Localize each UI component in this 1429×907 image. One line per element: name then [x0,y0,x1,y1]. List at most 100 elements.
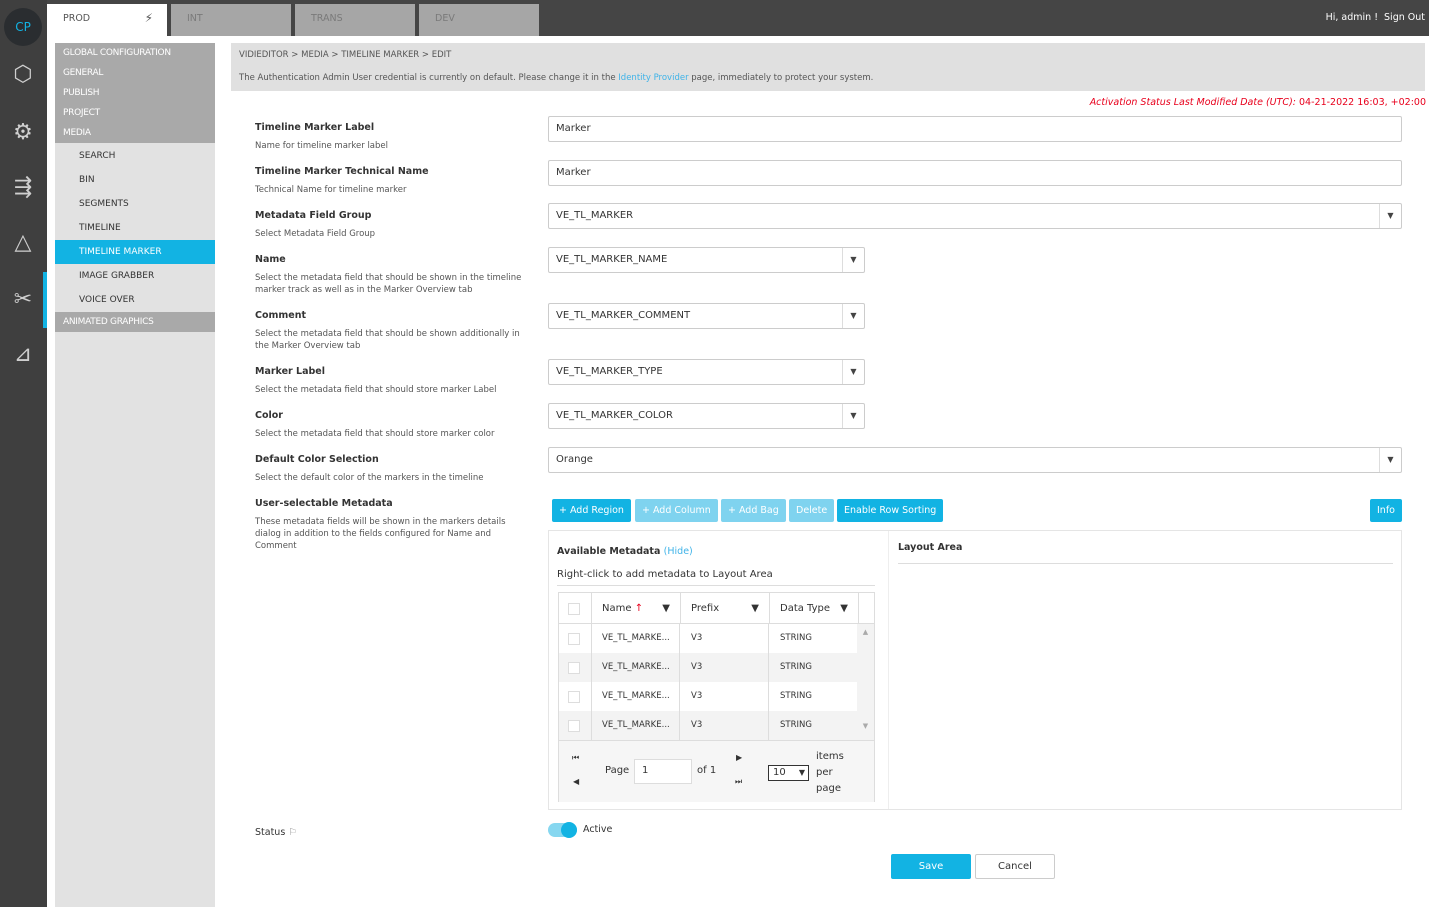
nav-global-configuration[interactable]: GLOBAL CONFIGURATION [55,43,215,63]
add-column-button[interactable]: + Add Column [635,499,718,522]
tab-dev[interactable]: DEV [419,4,539,36]
chevron-down-icon: ▼ [842,248,864,272]
nav-publish[interactable]: PUBLISH [55,83,215,103]
row-checkbox[interactable] [568,633,580,645]
info-button[interactable]: Info [1370,499,1402,522]
network-icon[interactable]: ⚙ [13,120,33,145]
marker-label-input[interactable]: Marker [548,116,1402,142]
comment-select[interactable]: VE_TL_MARKER_COMMENT ▼ [548,303,865,329]
enable-row-sorting-button[interactable]: Enable Row Sorting [837,499,944,522]
hint-text: Right-click to add metadata to Layout Ar… [557,569,875,586]
identity-provider-link[interactable]: Identity Provider [618,73,689,83]
page-input[interactable]: 1 [634,759,692,784]
row-checkbox[interactable] [568,720,580,732]
first-page-icon[interactable]: ⏮ [572,753,580,762]
column-header-name[interactable]: Name ↑ ▼ [592,593,681,624]
next-page-icon[interactable]: ▶ [736,753,743,762]
select-value: VE_TL_MARKER [556,210,634,221]
default-color-select[interactable]: Orange ▼ [548,447,1402,473]
nav-segments[interactable]: SEGMENTS [79,199,129,209]
column-header-prefix[interactable]: Prefix ▼ [681,593,770,624]
cycle-icon[interactable]: △ [14,230,32,255]
filter-icon[interactable]: ▼ [662,603,670,614]
row-checkbox[interactable] [568,691,580,703]
save-button[interactable]: Save [891,854,971,879]
cell-name: VE_TL_MARKE... [602,691,670,701]
app-logo[interactable]: CP [4,8,42,46]
cell-data-type: STRING [780,633,812,643]
nav-image-grabber[interactable]: IMAGE GRABBER [79,271,155,281]
cell-prefix: V3 [691,633,703,643]
select-all-checkbox[interactable] [568,603,580,615]
nav-timeline[interactable]: TIMELINE [79,223,121,233]
field-desc: Technical Name for timeline marker [255,185,407,195]
workflow-icon[interactable]: ⇶ [13,175,33,200]
color-select[interactable]: VE_TL_MARKER_COLOR ▼ [548,403,865,429]
nav-project[interactable]: PROJECT [55,103,215,123]
field-desc: Select the metadata field that should st… [255,429,495,439]
deploy-icon[interactable]: ⊿ [13,342,33,367]
nav-search[interactable]: SEARCH [79,151,116,161]
table-row[interactable]: VE_TL_MARKE... V3 STRING [559,682,857,711]
sign-out-link[interactable]: Sign Out [1384,12,1425,23]
metadata-field-group-select[interactable]: VE_TL_MARKER ▼ [548,203,1402,229]
cancel-button[interactable]: Cancel [975,854,1055,879]
nav-media[interactable]: MEDIA [55,123,215,143]
items-per-page-label: items per page [816,751,844,794]
tab-trans[interactable]: TRANS [295,4,415,36]
hide-link[interactable]: (Hide) [663,546,693,557]
tab-int[interactable]: INT [171,4,291,36]
filter-icon[interactable]: ▼ [751,603,759,614]
breadcrumb: VIDIEDITOR > MEDIA > TIMELINE MARKER > E… [239,50,452,60]
nav-voice-over[interactable]: VOICE OVER [79,295,135,305]
page-size-value: 10 [773,767,786,778]
table-row[interactable]: VE_TL_MARKE... V3 STRING [559,624,857,653]
splitter[interactable] [888,531,889,809]
media-tools-icon[interactable]: ✂ [13,287,33,312]
plug-icon: ⚡ [144,11,153,25]
filter-icon[interactable]: ▼ [840,603,848,614]
breadcrumb-item[interactable]: MEDIA [301,50,329,60]
page-label: Page [605,765,630,776]
status-toggle[interactable] [548,822,577,838]
sidebar-nav: GLOBAL CONFIGURATION GENERAL PUBLISH PRO… [55,43,215,907]
nav-bin[interactable]: BIN [79,175,95,185]
chevron-down-icon: ▼ [842,360,864,384]
table-row[interactable]: VE_TL_MARKE... V3 STRING [559,711,857,740]
prev-page-icon[interactable]: ◀ [573,777,580,786]
row-checkbox[interactable] [568,662,580,674]
nav-timeline-marker[interactable]: TIMELINE MARKER [55,240,215,264]
technical-name-input[interactable]: Marker [548,160,1402,186]
header-text: Name [602,603,632,614]
greeting: Hi, admin ! [1325,12,1379,23]
nav-general[interactable]: GENERAL [55,63,215,83]
column-header-data-type[interactable]: Data Type ▼ [770,593,859,624]
status-text: Status [255,827,286,838]
page-size-select[interactable]: 10 ▼ [768,765,809,781]
field-label: Comment [255,310,307,321]
layout-area-title: Layout Area [898,542,1393,564]
last-page-icon[interactable]: ⏭ [735,777,743,786]
metadata-grid: Name ↑ ▼ Prefix ▼ Data Type ▼ VE_TL_MARKE..… [558,592,875,802]
header-text: Data Type [780,603,831,614]
field-label: Name [255,254,286,265]
cubes-icon[interactable]: ⬡ [13,62,33,87]
breadcrumb-item[interactable]: VIDIEDITOR [239,50,289,60]
available-metadata-title: Available Metadata (Hide) [557,546,693,557]
name-select[interactable]: VE_TL_MARKER_NAME ▼ [548,247,865,273]
nav-animated-graphics[interactable]: ANIMATED GRAPHICS [55,312,215,332]
breadcrumb-item[interactable]: TIMELINE MARKER [341,50,420,60]
cell-data-type: STRING [780,691,812,701]
tab-prod[interactable]: PROD ⚡ [47,4,167,36]
add-bag-button[interactable]: + Add Bag [721,499,786,522]
select-value: Orange [556,454,593,465]
grid-scrollbar[interactable]: ▲ ▼ [857,624,874,740]
notice-text: page, immediately to protect your system… [688,73,874,83]
add-region-button[interactable]: + Add Region [552,499,631,522]
delete-button[interactable]: Delete [789,499,835,522]
marker-label-select[interactable]: VE_TL_MARKER_TYPE ▼ [548,359,865,385]
select-all-header [559,593,592,624]
metadata-panel: Available Metadata (Hide) Right-click to… [548,530,1402,810]
table-row[interactable]: VE_TL_MARKE... V3 STRING [559,653,857,682]
activation-date: Activation Status Last Modified Date (UT… [1090,97,1426,108]
